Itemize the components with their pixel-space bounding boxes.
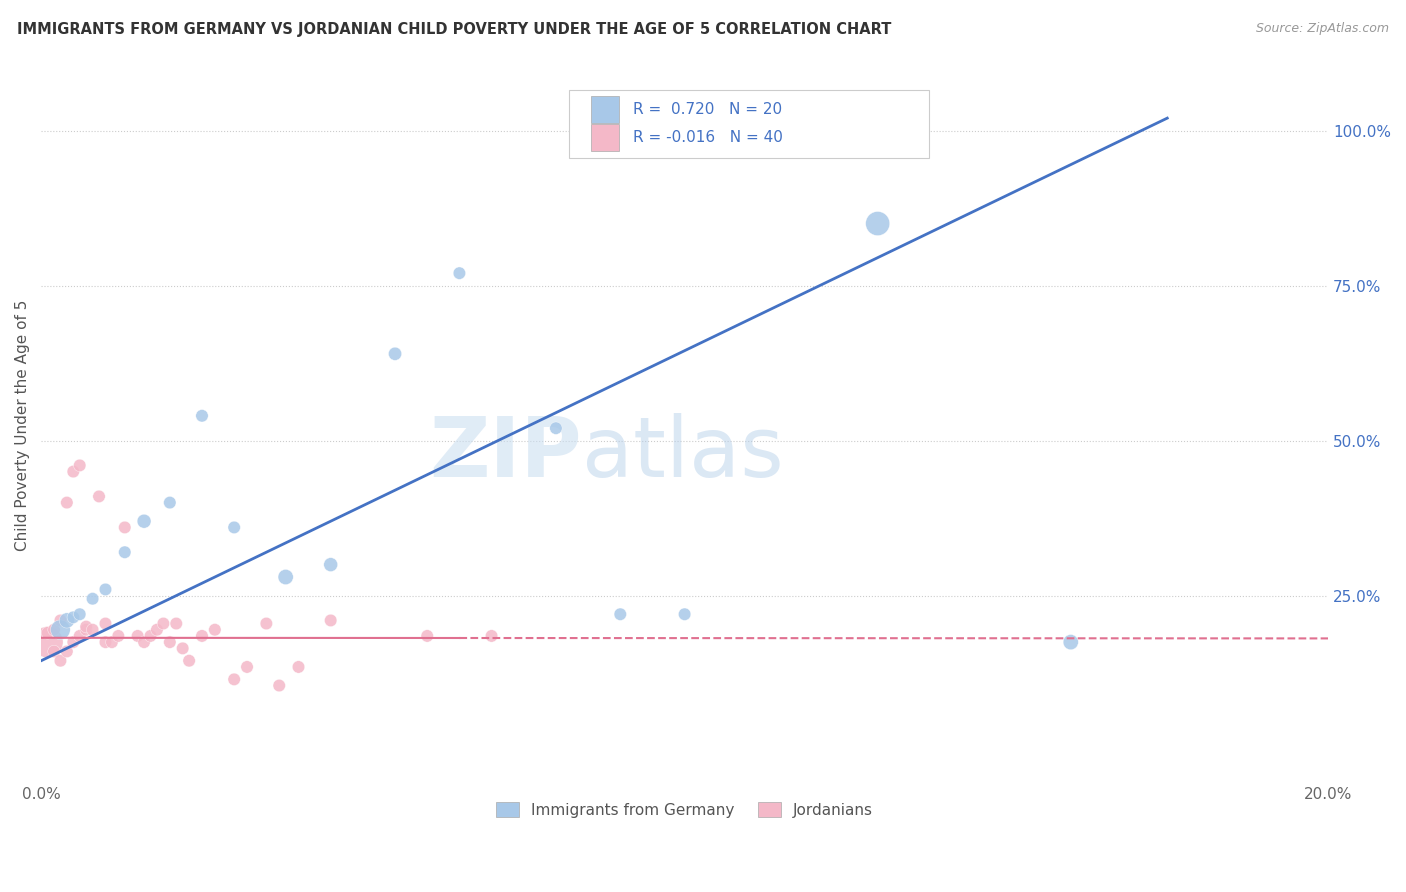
Point (236, 660, 259, 674)
Point (101, 635, 124, 649)
Point (62, 635, 84, 649)
Point (56, 614, 79, 628)
Point (544, 421, 567, 435)
Point (69, 607, 91, 622)
Point (132, 514, 155, 528)
Point (319, 558, 342, 572)
Point (107, 629, 129, 643)
Point (42, 644, 65, 658)
Point (673, 607, 696, 622)
Text: R =  0.720   N = 20: R = 0.720 N = 20 (633, 102, 782, 117)
Point (191, 629, 214, 643)
Point (37, 635, 59, 649)
Text: atlas: atlas (582, 413, 783, 494)
Y-axis label: Child Poverty Under the Age of 5: Child Poverty Under the Age of 5 (15, 300, 30, 550)
Point (94, 582, 117, 597)
Point (82, 591, 104, 606)
FancyBboxPatch shape (569, 90, 929, 158)
Point (152, 616, 174, 631)
Point (37, 625, 59, 640)
Point (75, 623, 97, 637)
Point (179, 654, 201, 668)
Point (224, 520, 246, 534)
Text: Source: ZipAtlas.com: Source: ZipAtlas.com (1256, 22, 1389, 36)
Point (449, 266, 471, 280)
Point (114, 545, 136, 559)
Point (42, 623, 65, 637)
Point (127, 629, 149, 643)
Text: R = -0.016   N = 40: R = -0.016 N = 40 (633, 130, 783, 145)
Point (319, 614, 342, 628)
Point (139, 629, 162, 643)
Point (866, 217, 889, 231)
Point (224, 673, 246, 687)
Point (165, 616, 187, 631)
Point (62, 610, 84, 624)
Legend: Immigrants from Germany, Jordanians: Immigrants from Germany, Jordanians (489, 794, 880, 825)
Point (62, 465, 84, 479)
Point (114, 520, 136, 534)
Point (49, 654, 72, 668)
Text: ZIP: ZIP (429, 413, 582, 494)
Point (416, 629, 439, 643)
Bar (591, 124, 619, 152)
Point (69, 458, 91, 473)
Text: IMMIGRANTS FROM GERMANY VS JORDANIAN CHILD POVERTY UNDER THE AGE OF 5 CORRELATIO: IMMIGRANTS FROM GERMANY VS JORDANIAN CHI… (17, 22, 891, 37)
Point (56, 495, 79, 509)
Point (56, 644, 79, 658)
Point (49, 614, 72, 628)
Point (191, 409, 214, 423)
Point (1060, 635, 1083, 649)
Point (94, 635, 117, 649)
Point (94, 616, 117, 631)
Point (481, 629, 503, 643)
Point (204, 623, 226, 637)
Point (49, 623, 72, 637)
Point (287, 660, 309, 674)
Bar (591, 95, 619, 123)
Point (87, 490, 110, 504)
Point (269, 679, 291, 693)
Point (159, 635, 181, 649)
Point (132, 635, 155, 649)
Point (69, 629, 91, 643)
Point (146, 623, 169, 637)
Point (609, 607, 631, 622)
Point (75, 620, 97, 634)
Point (159, 495, 181, 509)
Point (82, 623, 104, 637)
Point (254, 616, 277, 631)
Point (384, 347, 406, 361)
Point (172, 641, 194, 656)
Point (274, 570, 297, 584)
